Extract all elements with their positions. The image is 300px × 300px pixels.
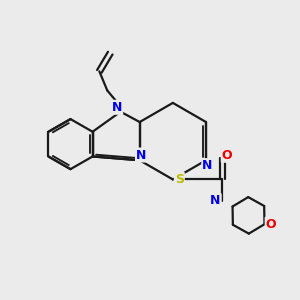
Text: O: O	[222, 149, 232, 162]
Text: N: N	[136, 148, 146, 161]
Text: N: N	[112, 101, 122, 114]
Text: N: N	[210, 194, 221, 207]
Text: S: S	[175, 173, 184, 186]
Text: O: O	[266, 218, 276, 231]
Text: N: N	[202, 159, 213, 172]
